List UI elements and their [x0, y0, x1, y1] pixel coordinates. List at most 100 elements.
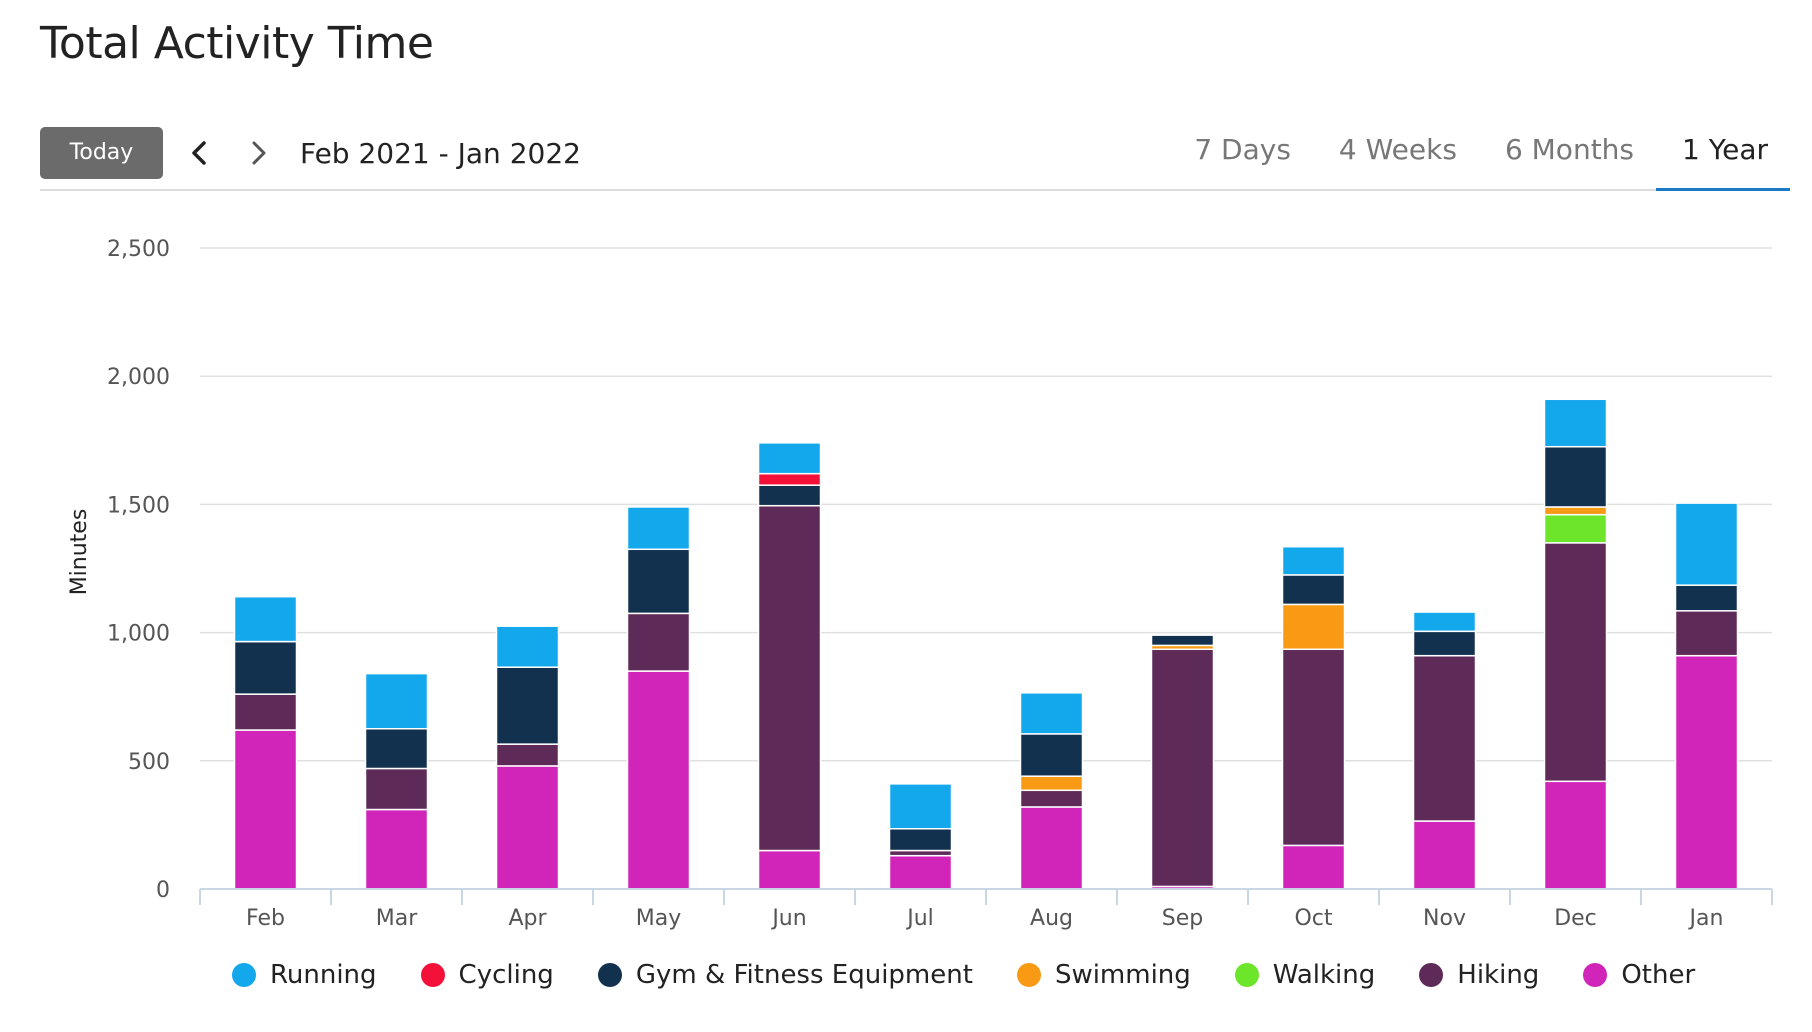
legend-swatch	[597, 963, 622, 987]
legend-swatch	[420, 963, 445, 987]
x-tick-label: Jan	[1688, 906, 1724, 931]
y-tick-label: 500	[128, 750, 170, 775]
bar-segment-running[interactable]	[1543, 398, 1608, 448]
bar-segment-other[interactable]	[495, 765, 560, 890]
bar-segment-gym-fitness-equipment[interactable]	[1150, 634, 1215, 647]
bar-segment-other[interactable]	[233, 729, 298, 890]
bar-segment-other[interactable]	[1412, 820, 1477, 890]
bar-segment-running[interactable]	[1281, 545, 1346, 576]
bar-segment-other[interactable]	[1674, 654, 1739, 890]
bar-segment-swimming[interactable]	[1543, 506, 1608, 516]
legend-item-running[interactable]: Running	[232, 960, 377, 990]
bar-segment-other[interactable]	[364, 808, 429, 890]
bar-segment-running[interactable]	[1674, 502, 1739, 586]
x-tick-label: Mar	[376, 906, 418, 931]
x-axis	[199, 888, 1773, 905]
bars	[233, 398, 1739, 890]
legend-label: Hiking	[1457, 960, 1540, 990]
legend-swatch	[1234, 963, 1259, 987]
legend-label: Running	[270, 960, 377, 990]
chevron-right-icon[interactable]	[240, 135, 276, 171]
bar-segment-hiking[interactable]	[1019, 789, 1084, 808]
y-axis-label: Minutes	[67, 509, 92, 596]
bar-segment-gym-fitness-equipment[interactable]	[1412, 630, 1477, 657]
x-tick-label: Dec	[1554, 906, 1597, 931]
legend-item-swimming[interactable]: Swimming	[1016, 960, 1191, 990]
bar-segment-hiking[interactable]	[1543, 542, 1608, 783]
legend-label: Cycling	[458, 960, 554, 990]
bar-segment-gym-fitness-equipment[interactable]	[364, 728, 429, 770]
legend-swatch	[232, 963, 256, 987]
legend-item-hiking[interactable]: Hiking	[1419, 960, 1539, 990]
legend-swatch	[1419, 963, 1444, 987]
bar-segment-hiking[interactable]	[1412, 654, 1477, 822]
date-range-label: Feb 2021 - Jan 2022	[300, 137, 581, 170]
legend-label: Gym & Fitness Equipment	[635, 960, 973, 990]
x-tick-label: Nov	[1423, 906, 1466, 931]
x-tick-label: Aug	[1030, 906, 1073, 931]
bar-segment-gym-fitness-equipment[interactable]	[495, 666, 560, 745]
bar-segment-gym-fitness-equipment[interactable]	[1019, 733, 1084, 777]
bar-segment-walking[interactable]	[1543, 513, 1608, 544]
x-tick-label: Feb	[246, 906, 285, 931]
x-tick-label: Oct	[1294, 906, 1332, 931]
bar-segment-hiking[interactable]	[888, 849, 953, 857]
page-title: Total Activity Time	[40, 18, 434, 69]
y-tick-label: 1,500	[107, 493, 170, 518]
bar-segment-hiking[interactable]	[233, 693, 298, 731]
x-tick-label: Jul	[905, 906, 934, 931]
bar-segment-hiking[interactable]	[1674, 610, 1739, 657]
x-axis-ticks: Feb Mar Apr May Jun Jul Aug Sep Oct Nov Dec Jan	[246, 906, 1723, 931]
bar-segment-hiking[interactable]	[757, 504, 822, 852]
bar-segment-hiking[interactable]	[495, 743, 560, 767]
bar-segment-running[interactable]	[364, 672, 429, 730]
bar-segment-other[interactable]	[1281, 844, 1346, 890]
x-tick-label: May	[636, 906, 681, 931]
bar-segment-gym-fitness-equipment[interactable]	[1674, 584, 1739, 612]
bar-segment-gym-fitness-equipment[interactable]	[888, 827, 953, 852]
bar-segment-cycling[interactable]	[757, 472, 822, 486]
legend-item-other[interactable]: Other	[1583, 960, 1695, 990]
bar-segment-running[interactable]	[233, 595, 298, 643]
bar-segment-other[interactable]	[757, 849, 822, 890]
bar-segment-other[interactable]	[1543, 780, 1608, 890]
legend-item-walking[interactable]: Walking	[1234, 960, 1375, 990]
tab-7-days[interactable]: 7 Days	[1194, 133, 1291, 166]
bar-segment-running[interactable]	[626, 506, 691, 551]
bar-segment-running[interactable]	[495, 625, 560, 668]
legend-item-gym-fitness-equipment[interactable]: Gym & Fitness Equipment	[597, 960, 973, 990]
today-button[interactable]: Today	[40, 127, 163, 179]
bar-segment-running[interactable]	[1019, 692, 1084, 735]
legend-swatch	[1583, 963, 1608, 987]
legend-item-cycling[interactable]: Cycling	[420, 960, 554, 990]
bar-segment-gym-fitness-equipment[interactable]	[233, 640, 298, 695]
bar-segment-hiking[interactable]	[1281, 648, 1346, 847]
bar-segment-hiking[interactable]	[626, 612, 691, 672]
bar-segment-swimming[interactable]	[1281, 603, 1346, 651]
bar-segment-other[interactable]	[1019, 806, 1084, 890]
bar-segment-gym-fitness-equipment[interactable]	[1543, 445, 1608, 508]
bar-segment-running[interactable]	[1412, 611, 1477, 633]
bar-segment-running[interactable]	[757, 442, 822, 475]
bar-segment-gym-fitness-equipment[interactable]	[1281, 574, 1346, 606]
bar-segment-hiking[interactable]	[1150, 648, 1215, 888]
y-axis-ticks: 0 500 1,000 1,500 2,000 2,500	[107, 237, 170, 903]
bar-segment-gym-fitness-equipment[interactable]	[757, 484, 822, 507]
bar-segment-gym-fitness-equipment[interactable]	[626, 548, 691, 615]
chart-toolbar: Today Feb 2021 - Jan 2022 7 Days 4 Weeks…	[40, 127, 1790, 191]
tab-4-weeks[interactable]: 4 Weeks	[1338, 133, 1457, 166]
gridlines	[200, 247, 1772, 762]
bar-segment-other[interactable]	[626, 670, 691, 890]
chart-legend: Running Cycling Gym & Fitness Equipment Swi…	[232, 960, 1739, 990]
bar-segment-swimming[interactable]	[1019, 775, 1084, 792]
bar-segment-other[interactable]	[888, 854, 953, 890]
tab-1-year[interactable]: 1 Year	[1656, 127, 1790, 191]
x-tick-label: Apr	[508, 906, 547, 931]
tab-6-months[interactable]: 6 Months	[1504, 133, 1634, 166]
bar-segment-hiking[interactable]	[364, 767, 429, 811]
chevron-left-icon[interactable]	[182, 135, 218, 171]
y-tick-label: 1,000	[107, 622, 170, 647]
legend-swatch	[1016, 963, 1041, 987]
bar-segment-running[interactable]	[888, 783, 953, 830]
